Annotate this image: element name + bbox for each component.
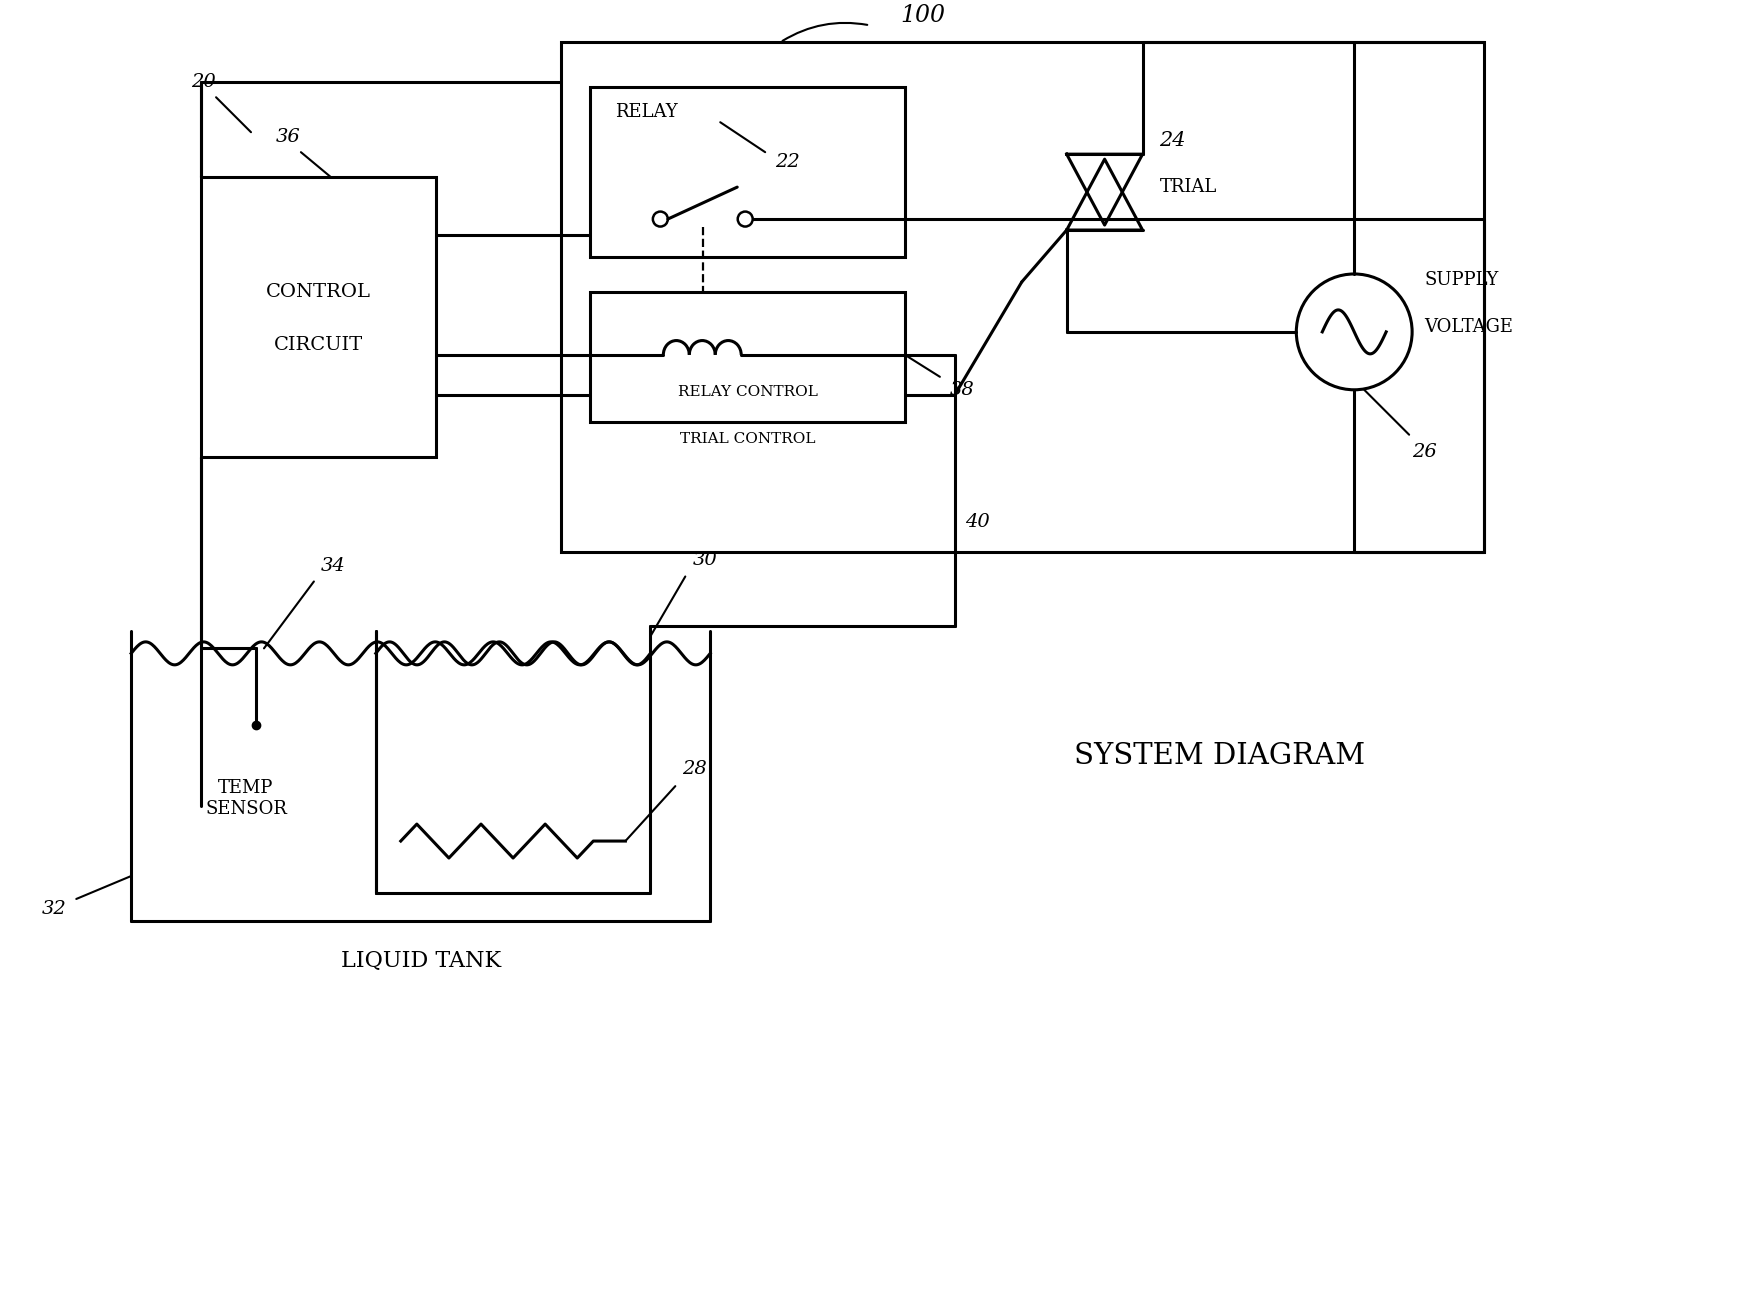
Text: SUPPLY: SUPPLY [1425, 270, 1498, 289]
Text: TRIAL: TRIAL [1160, 178, 1217, 196]
Text: 28: 28 [682, 760, 706, 778]
Text: 30: 30 [692, 551, 717, 568]
Text: 40: 40 [964, 512, 989, 530]
Text: 26: 26 [1413, 443, 1437, 461]
Text: CONTROL: CONTROL [265, 283, 371, 300]
Text: 38: 38 [950, 381, 975, 398]
Text: TRIAL CONTROL: TRIAL CONTROL [680, 432, 816, 445]
Text: TEMP
SENSOR: TEMP SENSOR [206, 778, 288, 818]
Text: 24: 24 [1160, 131, 1186, 150]
Text: CIRCUIT: CIRCUIT [274, 336, 363, 354]
Bar [591, 88, 905, 257]
Text: 22: 22 [774, 153, 800, 171]
Text: 100: 100 [900, 4, 945, 27]
Bar [560, 42, 1484, 551]
Text: RELAY CONTROL: RELAY CONTROL [678, 385, 818, 398]
Text: VOLTAGE: VOLTAGE [1425, 317, 1514, 336]
Text: 36: 36 [276, 128, 300, 146]
Bar [201, 178, 436, 457]
Text: 34: 34 [321, 556, 345, 575]
Text: 20: 20 [192, 73, 216, 91]
Text: SYSTEM DIAGRAM: SYSTEM DIAGRAM [1074, 742, 1366, 771]
Text: 32: 32 [42, 900, 66, 918]
Text: RELAY: RELAY [616, 103, 678, 121]
Text: LIQUID TANK: LIQUID TANK [340, 949, 501, 972]
Bar [591, 293, 905, 422]
